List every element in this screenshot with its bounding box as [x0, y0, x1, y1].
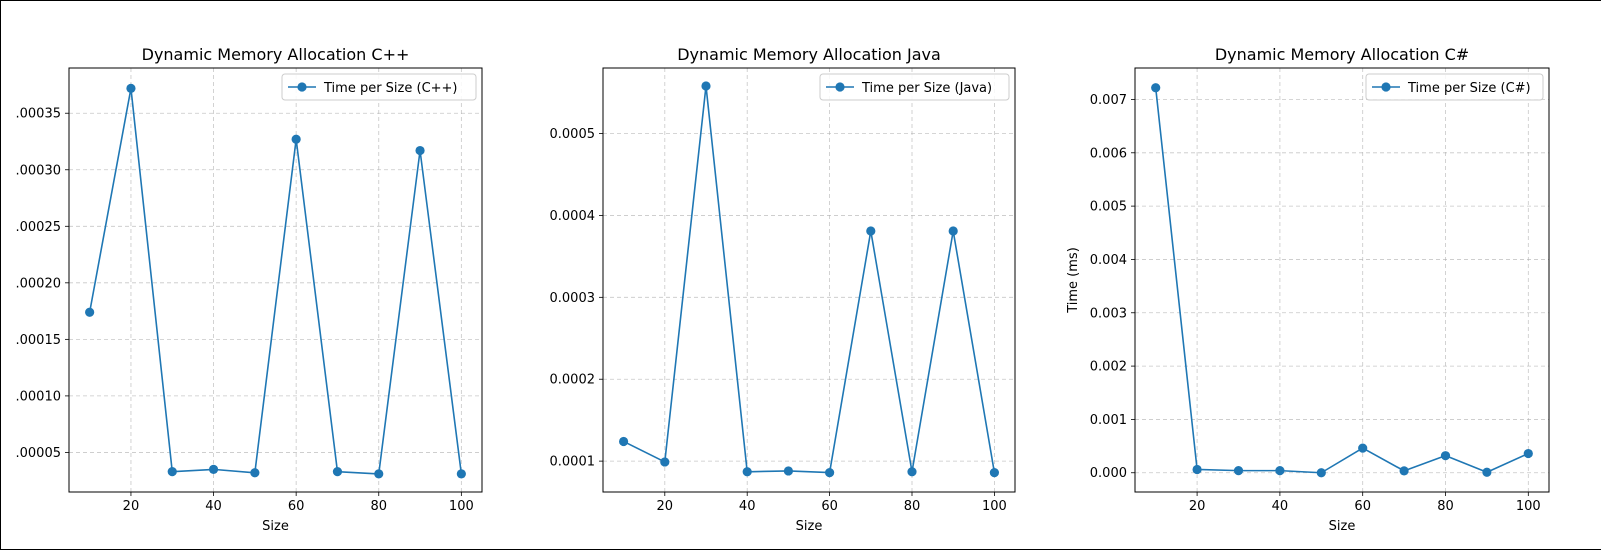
java-y-tick-label: 0.0005 — [550, 127, 596, 142]
panel-java: Dynamic Memory Allocation Java 20 40 60 80 10… — [550, 45, 1016, 534]
java-data-point — [701, 81, 711, 91]
java-data-point — [742, 467, 752, 477]
csharp-y-tick-label: 0.007 — [1090, 93, 1127, 108]
cpp-data-point — [167, 467, 177, 477]
panel-cpp: Dynamic Memory Allocation C++ 20 40 60 80 100… — [16, 45, 483, 534]
cpp-plot-frame — [68, 67, 483, 493]
cpp-legend-marker — [297, 82, 307, 92]
java-series-line — [623, 85, 996, 474]
java-x-tick-label: 40 — [739, 499, 756, 514]
java-y-tick-label: 0.0004 — [550, 209, 596, 224]
cpp-data-point — [126, 83, 136, 93]
csharp-y-tick-label: 0.006 — [1090, 146, 1127, 161]
java-data-point — [660, 457, 670, 467]
cpp-x-tick-label: 80 — [370, 499, 387, 514]
cpp-data-point — [374, 469, 384, 479]
cpp-data-point — [250, 468, 260, 478]
csharp-x-axis-label: Size — [1329, 519, 1356, 534]
java-data-point — [825, 467, 835, 478]
csharp-data-point — [1440, 451, 1451, 461]
cpp-x-axis-label: Size — [262, 519, 289, 534]
csharp-y-tick-label: 0.004 — [1090, 253, 1127, 268]
csharp-data-point — [1482, 467, 1492, 477]
java-data-point — [907, 467, 917, 477]
cpp-y-tick-label: .00015 — [16, 333, 62, 348]
java-y-tick-label: 0.0002 — [550, 373, 596, 388]
java-x-axis-label: Size — [796, 519, 823, 534]
csharp-data-point — [1151, 83, 1161, 93]
java-legend-box — [819, 73, 1010, 101]
cpp-series-line — [88, 87, 463, 475]
csharp-legend-marker — [1381, 82, 1391, 92]
cpp-data-point — [85, 307, 95, 317]
csharp-data-point — [1192, 464, 1202, 475]
cpp-data-point — [456, 469, 466, 479]
csharp-y-tick-label: 0.001 — [1090, 413, 1127, 428]
java-y-tick-label: 0.0003 — [550, 291, 596, 306]
panel-csharp: Dynamic Memory Allocation C# 20 40 60 80 100 0… — [1066, 45, 1550, 534]
csharp-legend-label: Time per Size (C#) — [1407, 81, 1531, 96]
cpp-y-tick-label: .00030 — [16, 163, 62, 178]
csharp-y-tick-label: 0.002 — [1090, 360, 1127, 375]
java-x-tick-label: 60 — [821, 499, 838, 514]
cpp-y-tick-label: .00005 — [16, 446, 62, 461]
csharp-y-tick-label: 0.000 — [1090, 466, 1127, 481]
java-data-point — [783, 466, 794, 476]
java-data-point — [866, 226, 876, 236]
cpp-data-point — [208, 464, 219, 474]
java-x-tick-label: 20 — [657, 499, 674, 514]
java-data-point — [948, 226, 958, 236]
java-legend-label: Time per Size (Java) — [861, 81, 992, 96]
csharp-legend-box — [1365, 73, 1544, 101]
cpp-legend-label: Time per Size (C++) — [323, 81, 458, 96]
csharp-x-tick-label: 60 — [1354, 499, 1371, 514]
java-legend-marker — [835, 82, 845, 92]
csharp-data-point — [1399, 466, 1409, 476]
csharp-x-tick-label: 20 — [1189, 499, 1206, 514]
csharp-data-point — [1233, 466, 1244, 476]
java-x-tick-label: 100 — [982, 499, 1007, 514]
csharp-series-line — [1154, 87, 1529, 474]
csharp-x-tick-label: 80 — [1437, 499, 1454, 514]
csharp-y-tick-label: 0.003 — [1090, 306, 1127, 321]
cpp-x-tick-label: 40 — [205, 499, 222, 514]
cpp-chart-title: Dynamic Memory Allocation C++ — [142, 45, 410, 64]
java-x-tick-label: 80 — [904, 499, 921, 514]
cpp-x-tick-label: 60 — [288, 499, 305, 514]
java-data-point — [989, 467, 1000, 478]
csharp-x-tick-label: 40 — [1272, 499, 1289, 514]
cpp-data-point — [415, 145, 425, 156]
cpp-legend-box — [281, 73, 477, 101]
cpp-y-tick-label: .00020 — [16, 276, 62, 291]
csharp-x-tick-label: 100 — [1516, 499, 1541, 514]
java-y-tick-label: 0.0001 — [550, 455, 596, 470]
csharp-chart-title: Dynamic Memory Allocation C# — [1215, 45, 1469, 64]
csharp-y-tick-label: 0.005 — [1090, 200, 1127, 215]
csharp-y-axis-label: Time (ms) — [1066, 247, 1081, 314]
cpp-y-tick-label: .00010 — [16, 389, 62, 404]
cpp-x-tick-label: 20 — [123, 499, 140, 514]
cpp-data-point — [291, 134, 301, 144]
cpp-y-tick-label: .00025 — [16, 220, 62, 235]
cpp-x-tick-label: 100 — [449, 499, 474, 514]
csharp-data-point — [1316, 468, 1326, 478]
csharp-data-point — [1275, 466, 1285, 476]
csharp-plot-frame — [1134, 67, 1550, 493]
csharp-data-point — [1358, 443, 1368, 453]
java-plot-frame — [602, 67, 1016, 493]
java-chart-title: Dynamic Memory Allocation Java — [677, 45, 941, 64]
cpp-y-tick-label: .00035 — [16, 107, 62, 122]
cpp-data-point — [332, 467, 343, 477]
java-data-point — [619, 436, 629, 447]
csharp-data-point — [1523, 448, 1533, 459]
